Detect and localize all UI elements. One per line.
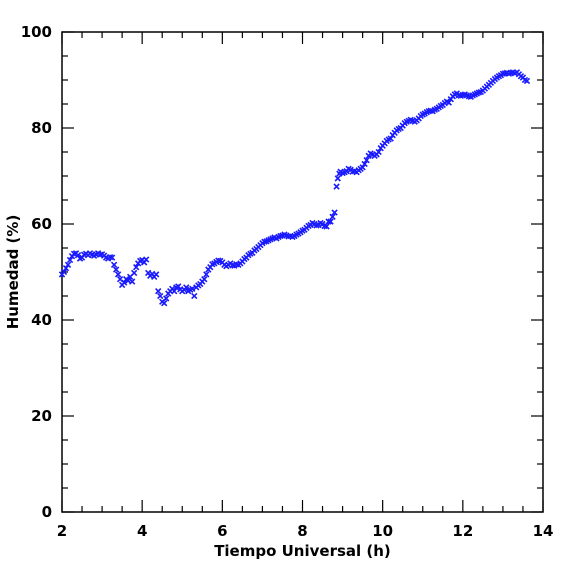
axis-tick-labels: 2 4 6 8 10 12 14 0 20 40 60 80 100 <box>21 23 554 540</box>
data-point <box>66 256 74 264</box>
x-tick-label: 4 <box>137 522 147 540</box>
data-point <box>523 77 531 85</box>
data-point <box>153 271 160 278</box>
data-point <box>323 223 330 230</box>
data-point <box>361 160 368 168</box>
data-point <box>333 183 340 190</box>
x-tick-label: 2 <box>57 522 67 540</box>
data-point <box>163 295 170 302</box>
data-point <box>112 266 120 273</box>
data-point <box>183 284 190 291</box>
y-tick-label: 60 <box>31 215 52 233</box>
data-point <box>189 285 196 292</box>
data-point <box>201 276 208 283</box>
data-point <box>334 175 341 182</box>
data-point <box>157 292 164 300</box>
data-point <box>60 268 68 276</box>
data-point <box>331 209 338 216</box>
data-point <box>327 218 334 225</box>
data-point <box>359 164 366 171</box>
y-tick-label: 20 <box>31 407 52 425</box>
data-point <box>64 261 72 268</box>
axis-ticks <box>61 31 544 513</box>
data-point <box>155 288 162 295</box>
y-tick-label: 80 <box>31 119 52 137</box>
data-point <box>143 256 150 263</box>
x-tick-label: 10 <box>372 522 393 540</box>
data-point <box>325 218 332 225</box>
data-points <box>58 69 531 307</box>
data-point <box>62 264 70 272</box>
y-axis-label: Humedad (%) <box>4 215 22 330</box>
data-point <box>387 135 394 142</box>
data-point <box>171 288 178 295</box>
data-point <box>191 292 198 300</box>
y-tick-label: 100 <box>21 23 52 41</box>
data-point <box>74 252 82 259</box>
data-point <box>108 254 116 261</box>
x-tick-label: 8 <box>297 522 307 540</box>
data-point <box>363 156 370 164</box>
x-tick-label: 12 <box>452 522 473 540</box>
data-point <box>132 264 140 271</box>
data-point <box>329 213 336 220</box>
data-point <box>110 261 118 268</box>
data-point <box>114 271 122 278</box>
data-point <box>128 278 136 285</box>
x-axis-label: Tiempo Universal (h) <box>214 542 391 560</box>
data-point <box>161 300 168 307</box>
data-point <box>203 271 210 278</box>
data-point <box>445 99 452 106</box>
y-tick-label: 40 <box>31 311 52 329</box>
x-tick-label: 6 <box>217 522 227 540</box>
data-point <box>120 279 128 286</box>
data-point <box>375 148 382 156</box>
x-tick-label: 14 <box>533 522 554 540</box>
y-tick-label: 0 <box>42 503 52 521</box>
data-point <box>130 269 138 277</box>
